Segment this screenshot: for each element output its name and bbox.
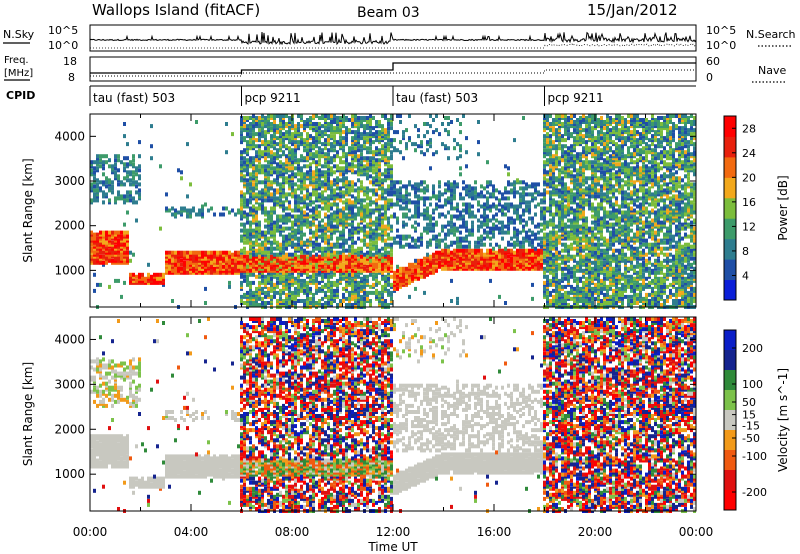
noise-trace [89, 31, 697, 49]
noise-left-tick-low: 10^0 [48, 39, 78, 52]
date-label: 15/Jan/2012 [587, 1, 678, 19]
freq-trace [90, 62, 696, 77]
x-tick-label: 00:00 [73, 525, 108, 539]
freq-left-tick-high: 18 [63, 55, 77, 68]
colorbar-frame [723, 115, 737, 301]
noise-left-tick-high: 10^5 [48, 24, 78, 37]
noise-right-tick-high: 10^5 [706, 24, 736, 37]
nsky-label: N.Sky [3, 28, 35, 41]
colorbar-tick-label: 100 [742, 378, 763, 391]
colorbar-tick-label: -15 [742, 419, 760, 432]
cpid-label: CPID [6, 89, 35, 102]
y-tick-label: 1000 [54, 467, 85, 481]
colorbar-swatch [724, 330, 736, 351]
y-tick-label: 2000 [54, 219, 85, 233]
colorbar-tick-label: 200 [742, 342, 763, 355]
colorbar-tick-label: 16 [742, 196, 756, 209]
cpid-segment-label: tau (fast) 503 [396, 91, 478, 105]
x-tick-label: 00:00 [679, 525, 714, 539]
nave-line [90, 69, 696, 77]
colorbar-swatch [724, 490, 736, 511]
colorbar-tick-label: 15 [742, 409, 756, 422]
colorbar-swatch [724, 259, 736, 281]
x-tick-label: 20:00 [578, 525, 613, 539]
nave-label: Nave [758, 64, 786, 77]
cpid-segment-label: tau (fast) 503 [93, 91, 175, 105]
freq-line [90, 62, 696, 74]
noise-right-tick-low: 10^0 [706, 39, 736, 52]
colorbar-swatch [724, 410, 736, 431]
colorbar-swatch [724, 177, 736, 199]
freq-right-tick-low: 0 [706, 71, 713, 84]
y-tick-label: 4000 [54, 129, 85, 143]
freq-left-tick-low: 8 [68, 71, 75, 84]
nsearch-label: N.Search [746, 28, 796, 41]
colorbar-tick-label: 24 [742, 147, 756, 160]
y-tick-label: 1000 [54, 263, 85, 277]
colorbar-swatch [724, 156, 736, 178]
cpid-segments: tau (fast) 503 pcp 9211 tau (fast) 503 pcp … [89, 86, 604, 106]
beam-label: Beam 03 [357, 5, 420, 21]
colorbar-swatch [724, 218, 736, 240]
power-panel: 1000 2000 3000 4000 Slant Range [km] [21, 113, 697, 309]
x-tick-label: 12:00 [376, 525, 411, 539]
x-tick-label: 16:00 [477, 525, 512, 539]
y-tick-label: 3000 [54, 174, 85, 188]
colorbar-swatch [724, 116, 736, 137]
freq-unit-label: [MHz] [4, 68, 33, 79]
colorbar-swatch [724, 450, 736, 471]
colorbar-swatch [724, 136, 736, 158]
colorbar-tick-label: 8 [742, 245, 749, 258]
colorbar-swatch [724, 279, 736, 301]
y-axis-label: Slant Range [km] [21, 158, 35, 262]
x-axis-label: Time UT [367, 540, 418, 554]
colorbar-swatch [724, 370, 736, 391]
colorbar-tick-label: -50 [742, 432, 760, 445]
colorbar-frame [723, 329, 737, 511]
colorbar-label: Power [dB] [776, 175, 790, 240]
colorbar-swatch [724, 238, 736, 260]
freq-label: Freq. [4, 55, 29, 66]
colorbar-swatch [724, 390, 736, 411]
y-tick-label: 3000 [54, 377, 85, 391]
freq-right-tick-high: 60 [706, 55, 720, 68]
y-axis-label: Slant Range [km] [21, 362, 35, 466]
colorbar-swatch [724, 350, 736, 371]
x-tick-labels: 00:00 04:00 08:00 12:00 16:00 20:00 00:00 [73, 525, 714, 539]
colorbar-label: Velocity [m s^-1] [776, 368, 790, 472]
noise-search-line [90, 43, 697, 49]
colorbar-tick-label: 20 [742, 171, 756, 184]
colorbar-tick-label: 12 [742, 220, 756, 233]
colorbar-swatch [724, 470, 736, 491]
cpid-segment-label: pcp 9211 [245, 91, 301, 105]
colorbar-tick-label: -100 [742, 450, 767, 463]
velocity-panel: 1000 2000 3000 4000 Slant Range [km] [21, 316, 697, 513]
station-title: Wallops Island (fitACF) [92, 1, 260, 19]
colorbar-tick-label: 4 [742, 269, 749, 282]
noise-sky-line [89, 31, 697, 46]
colorbar-tick-label: 28 [742, 122, 756, 135]
noise-panel-frame [89, 24, 697, 52]
panel-cells [90, 114, 696, 309]
colorbar-tick-label: 50 [742, 396, 756, 409]
colorbar-tick-label: -200 [742, 486, 767, 499]
colorbar-swatch [724, 430, 736, 451]
x-tick-label: 04:00 [174, 525, 209, 539]
freq-panel-frame [89, 56, 697, 82]
colorbar-swatch [724, 197, 736, 219]
y-tick-label: 2000 [54, 422, 85, 436]
y-tick-label: 4000 [54, 332, 85, 346]
x-tick-label: 08:00 [275, 525, 310, 539]
panel-cells [90, 317, 696, 513]
power-colorbar: 4 8 12 16 20 24 28 Power [dB] [723, 115, 790, 301]
cpid-segment-label: pcp 9211 [548, 91, 604, 105]
